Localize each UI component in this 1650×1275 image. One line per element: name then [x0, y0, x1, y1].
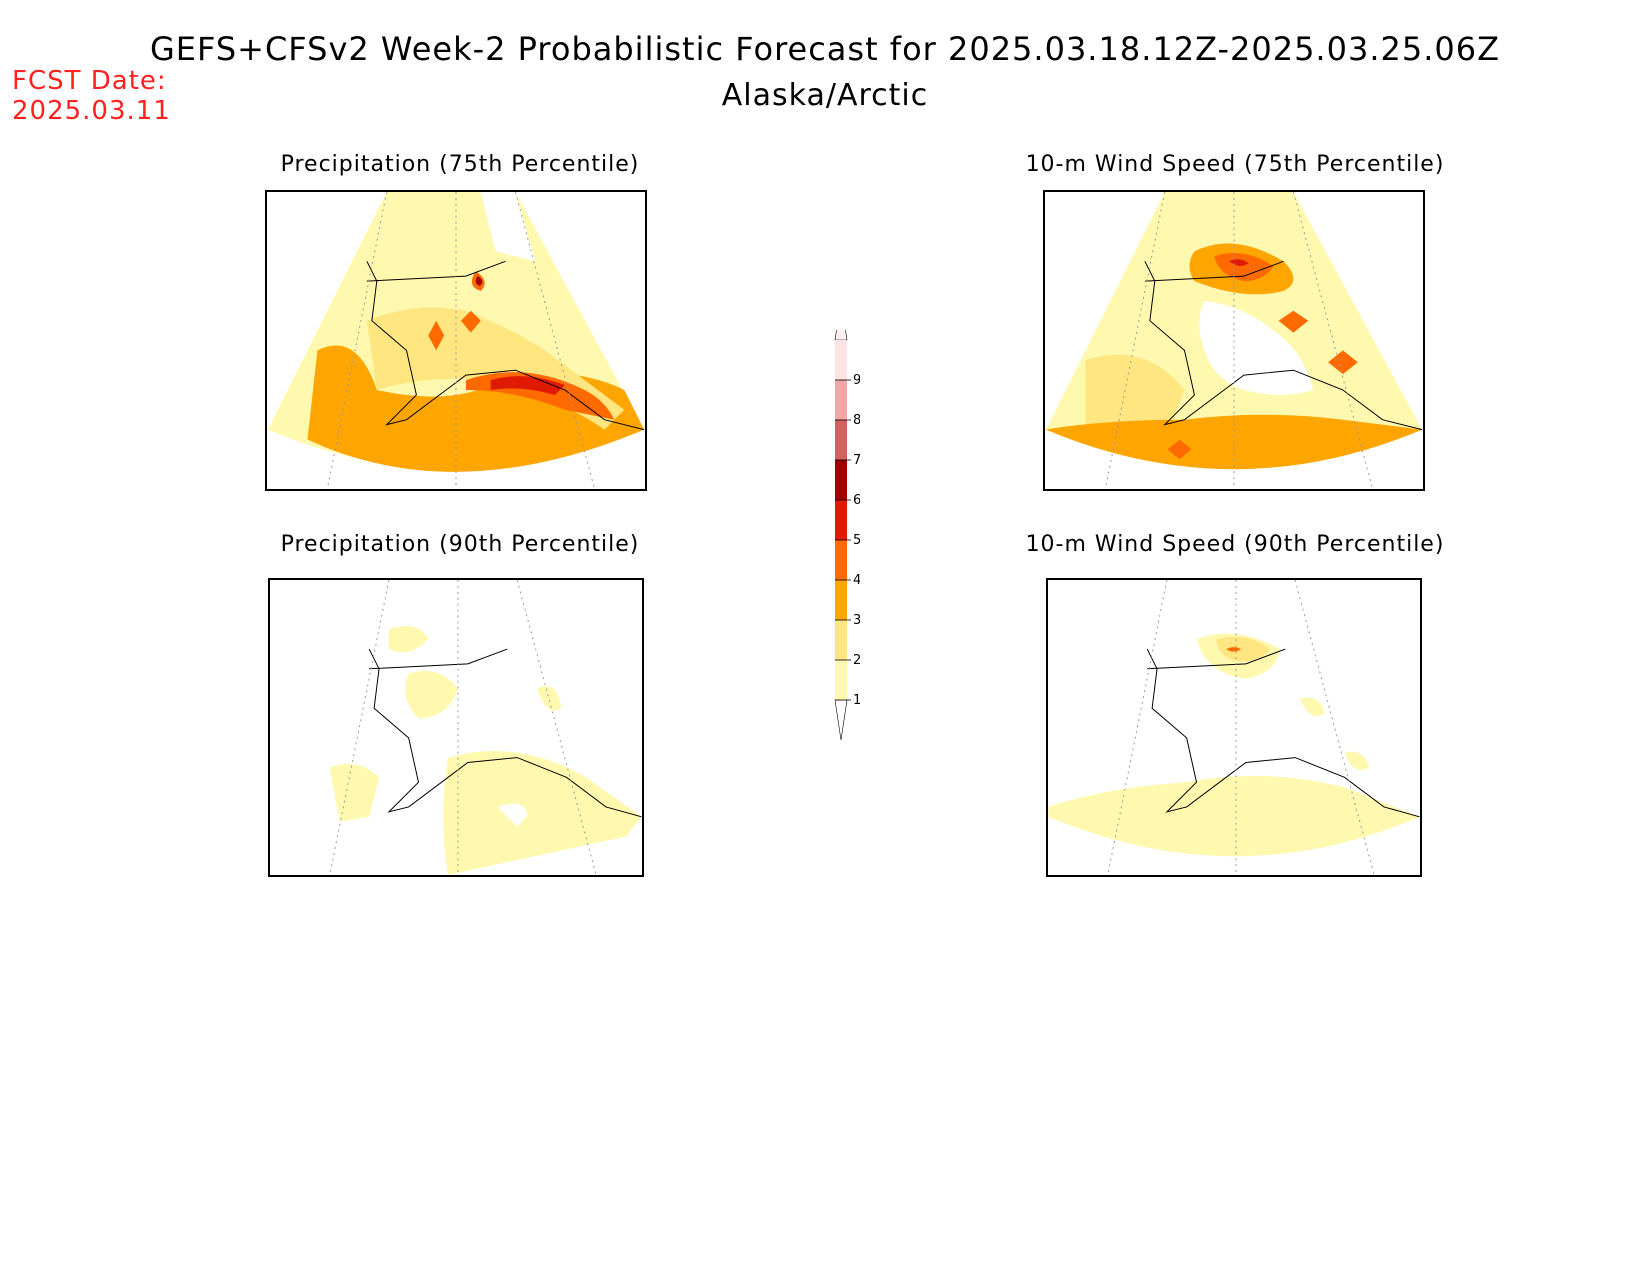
map-wind-75	[1043, 190, 1425, 491]
colorbar-swatch-80	[835, 380, 847, 420]
map-precip-75-svg	[267, 192, 645, 489]
colorbar-label-50: 50	[853, 533, 860, 548]
map-precip-75	[265, 190, 647, 491]
fcst-date-value: 2025.03.11	[12, 96, 171, 126]
fcst-date-label: FCST Date:	[12, 66, 167, 96]
panel-title-precip-75: Precipitation (75th Percentile)	[280, 152, 640, 177]
panel-title-wind-75: 10-m Wind Speed (75th Percentile)	[1025, 152, 1445, 177]
colorbar-label-20: 20	[853, 653, 860, 668]
panel-title-precip-90: Precipitation (90th Percentile)	[280, 532, 640, 557]
colorbar-svg: 10 20 30 40 50 60 70 80 90	[834, 299, 870, 741]
fcst-date: FCST Date: 2025.03.11	[12, 66, 171, 126]
main-title: GEFS+CFSv2 Week-2 Probabilistic Forecast…	[149, 30, 1501, 68]
colorbar-label-40: 40	[853, 573, 860, 588]
map-precip-90-svg	[270, 580, 642, 875]
colorbar-swatch-60	[835, 460, 847, 500]
colorbar-label-90: 90	[853, 373, 860, 388]
colorbar-top-arrow	[834, 299, 848, 341]
colorbar-label-60: 60	[853, 493, 860, 508]
colorbar-label-80: 80	[853, 413, 860, 428]
colorbar-label-70: 70	[853, 453, 860, 468]
map-wind-90	[1046, 578, 1422, 877]
colorbar-swatch-90	[835, 340, 847, 380]
colorbar-swatch-50	[835, 500, 847, 540]
colorbar-swatch-10	[835, 660, 847, 700]
colorbar-swatch-30	[835, 580, 847, 620]
map-wind-90-svg	[1048, 580, 1420, 875]
map-wind-75-svg	[1045, 192, 1423, 489]
colorbar-bottom-arrow	[834, 699, 848, 741]
colorbar: 10 20 30 40 50 60 70 80 90	[800, 299, 870, 741]
colorbar-label-10: 10	[853, 693, 860, 708]
map-precip-90	[268, 578, 644, 877]
region-subtitle: Alaska/Arctic	[721, 78, 929, 113]
colorbar-swatch-20	[835, 620, 847, 660]
panel-title-wind-90: 10-m Wind Speed (90th Percentile)	[1025, 532, 1445, 557]
colorbar-swatch-70	[835, 420, 847, 460]
colorbar-swatch-40	[835, 540, 847, 580]
colorbar-label-30: 30	[853, 613, 860, 628]
